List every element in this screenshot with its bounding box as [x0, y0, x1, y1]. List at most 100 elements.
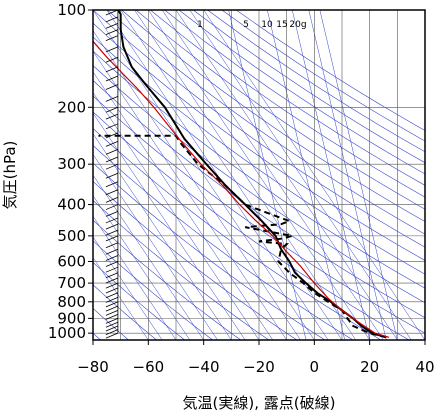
wind-barb	[105, 75, 119, 82]
parcel-line	[93, 40, 390, 338]
adiabat-line	[150, 10, 425, 198]
wind-barb	[105, 16, 119, 23]
wind-barb	[105, 317, 119, 324]
wind-barb	[105, 287, 119, 294]
wind-barb	[105, 211, 119, 217]
moist-adiabat-line	[106, 10, 329, 340]
y-tick-label: 200	[57, 98, 86, 116]
wind-barb	[105, 217, 119, 224]
y-tick-label: 600	[57, 252, 86, 270]
y-tick-label: 700	[57, 274, 86, 292]
x-tick-label: −60	[133, 358, 165, 376]
wind-barb	[105, 229, 119, 236]
wind-barbs	[105, 10, 119, 339]
adiabat-line	[93, 50, 425, 289]
mixing-ratio-label: 20g	[289, 20, 306, 30]
adiabat-line	[93, 65, 425, 304]
moist-adiabat-line	[93, 153, 218, 340]
adiabat-line	[93, 111, 410, 340]
y-tick-label: 100	[57, 1, 86, 19]
moist-adiabat-line	[93, 30, 301, 340]
x-tick-label: −80	[77, 358, 109, 376]
wind-barb	[105, 95, 119, 102]
moist-adiabat-line	[93, 112, 246, 340]
wind-barb	[105, 163, 119, 170]
wind-barb	[105, 10, 119, 16]
adiabat-line	[93, 10, 425, 248]
wind-barb	[105, 314, 119, 320]
wind-barb	[105, 23, 119, 29]
wind-barb	[105, 261, 119, 267]
wind-barb	[105, 332, 119, 339]
y-axis-title: 気圧(hPa)	[1, 141, 19, 210]
moist-adiabat-line	[134, 10, 357, 340]
moist-adiabat-line	[93, 236, 163, 340]
y-tick-label: 800	[57, 293, 86, 311]
adiabat-line	[93, 22, 425, 261]
wind-barb	[105, 292, 119, 299]
y-tick-label: 900	[57, 309, 86, 327]
wind-barb	[105, 255, 119, 261]
wind-barb	[105, 266, 119, 273]
wind-barb	[105, 242, 119, 249]
wind-barb	[105, 123, 119, 130]
profile-lines	[93, 10, 390, 339]
wind-barb	[105, 301, 119, 308]
wind-barb	[105, 172, 119, 179]
wind-barb	[105, 56, 119, 63]
adiabat-line	[164, 10, 425, 186]
wind-barb	[105, 223, 119, 230]
mixing-ratio-line	[267, 10, 346, 340]
adiabat-line	[93, 307, 129, 340]
mixing-ratio-label: 15	[276, 20, 287, 30]
wind-barb	[105, 325, 119, 332]
mixing-ratio-line	[319, 10, 398, 340]
adiabat-line	[93, 240, 213, 340]
wind-barb	[105, 204, 119, 210]
wind-barb	[105, 35, 119, 41]
wind-barb	[105, 321, 119, 328]
adiabat-line	[135, 10, 425, 210]
adiabat-line	[93, 200, 269, 340]
wind-barb	[105, 297, 119, 303]
moist-adiabat-line	[161, 10, 384, 340]
wind-barb	[105, 305, 119, 312]
adiabat-line	[93, 145, 354, 340]
wind-barb	[105, 277, 119, 284]
y-tick-label: 400	[57, 196, 86, 214]
x-tick-label: −20	[243, 358, 275, 376]
wind-barb	[105, 141, 119, 147]
mixing-ratio-label: 1	[197, 20, 203, 30]
moist-adiabat-line	[93, 257, 149, 340]
wind-barb	[105, 235, 119, 242]
x-axis: −80 −60 −40 −20 0 20 40	[77, 340, 435, 376]
wind-barb	[105, 113, 119, 120]
adiabat-line	[93, 127, 382, 340]
wind-barb	[105, 46, 119, 53]
adiabat-line	[207, 10, 425, 153]
moist-adiabat-line	[189, 10, 412, 340]
adiabat-line	[107, 10, 425, 235]
moist-adiabat-line	[93, 174, 204, 340]
wind-barb	[105, 272, 119, 279]
mixing-ratio-line	[228, 10, 307, 340]
y-tick-label: 300	[57, 155, 86, 173]
adiabat-line	[121, 10, 425, 222]
x-tick-label: 40	[415, 358, 434, 376]
x-tick-label: −40	[188, 358, 220, 376]
mixing-ratio-line	[291, 10, 370, 340]
wind-barb	[105, 132, 119, 139]
wind-barb	[105, 156, 119, 163]
x-axis-title: 気温(実線), 露点(破線)	[183, 394, 336, 412]
wind-barb	[105, 282, 119, 289]
adiabat-line	[93, 95, 425, 334]
mixing-ratio-label: 5	[243, 20, 249, 30]
adiabat-line	[193, 10, 425, 164]
wind-barb	[105, 181, 119, 188]
wind-barb	[105, 248, 119, 255]
mixing-ratio-labels: 1 5 10 15 20g	[197, 20, 306, 30]
y-tick-label: 1000	[48, 324, 86, 342]
dewpoint-line	[98, 134, 387, 339]
